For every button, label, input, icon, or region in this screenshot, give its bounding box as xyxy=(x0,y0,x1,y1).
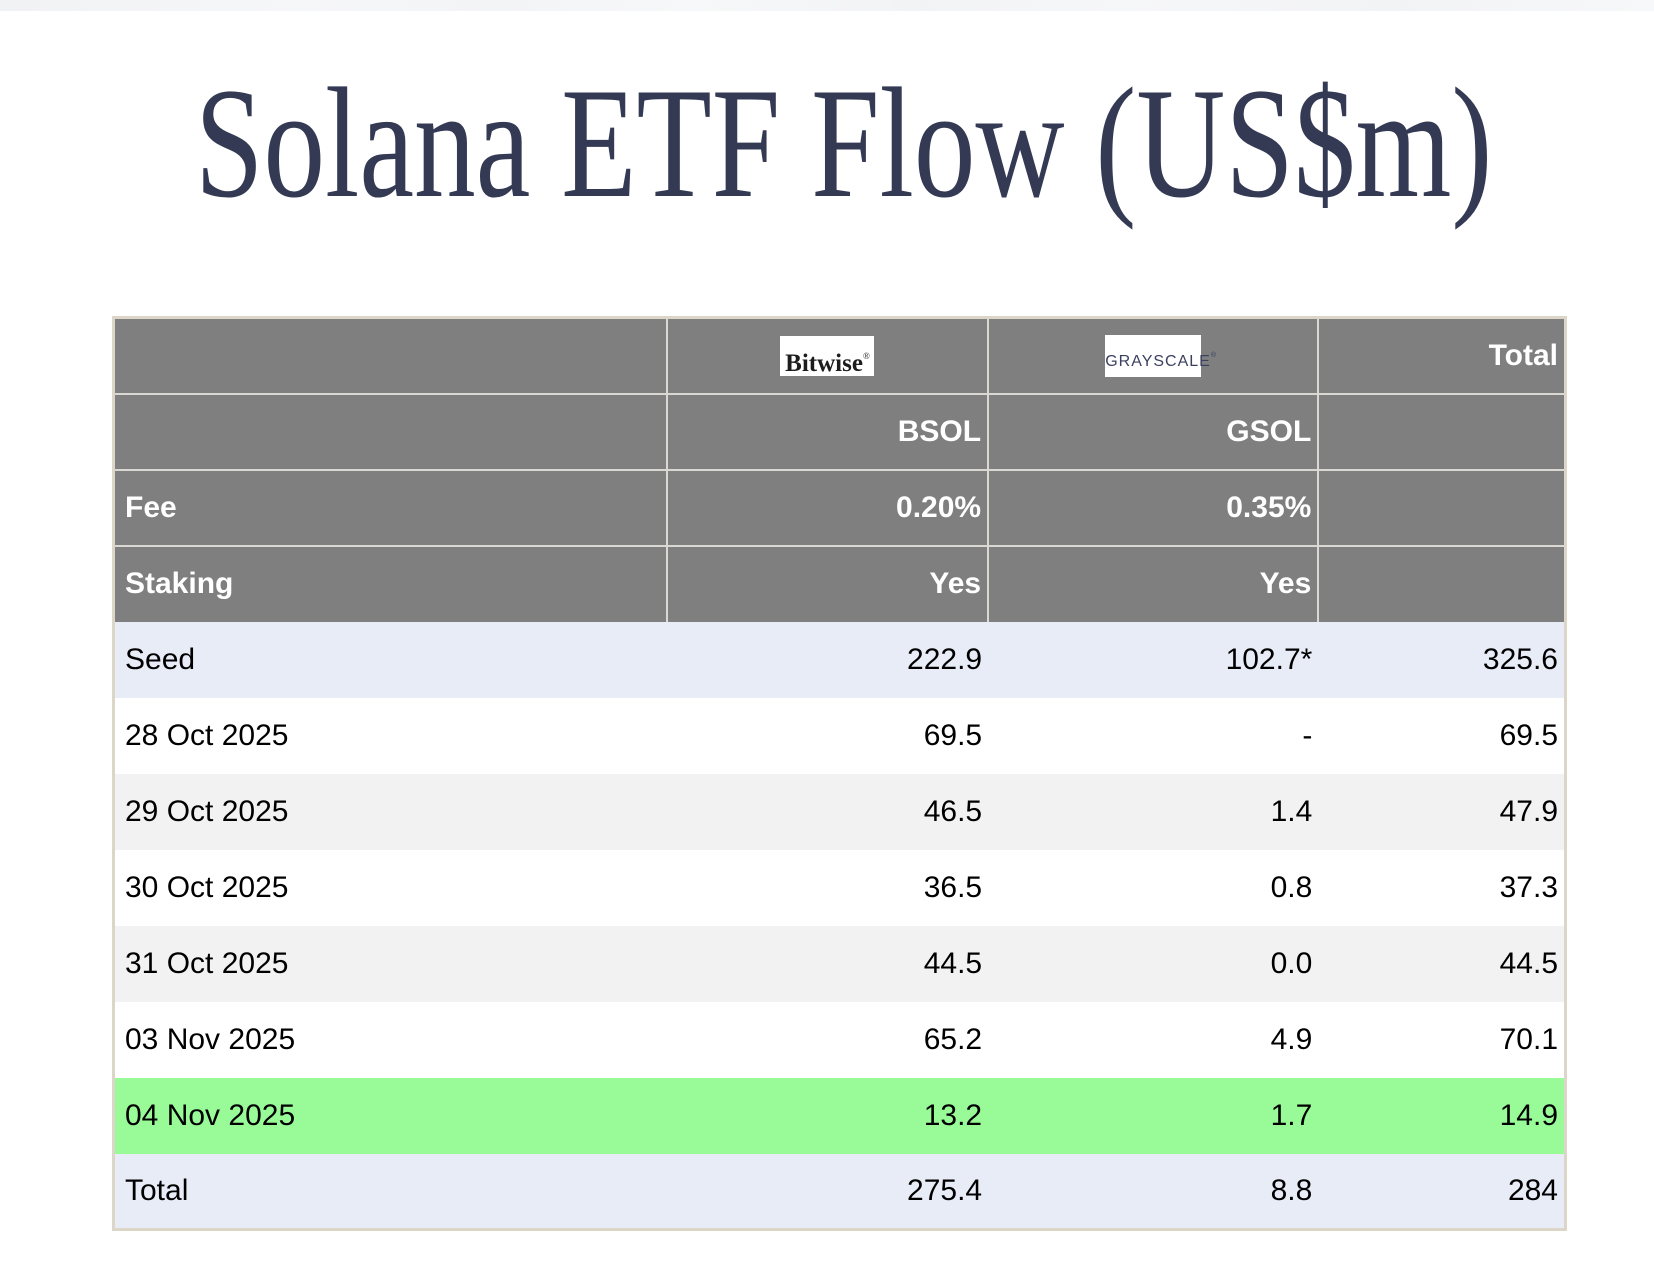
label-value-cell: 03 Nov 2025 xyxy=(113,1001,667,1078)
total-column-header: Total xyxy=(1317,316,1567,395)
bsol-value-cell: 222.9 xyxy=(666,621,989,698)
cropped-top-strip xyxy=(0,0,1654,11)
logo-header-row: Bitwise® GRAYSCALE® Total xyxy=(112,316,1567,395)
table-row: 28 Oct 2025 69.5-69.5 xyxy=(113,697,1566,774)
total-value-cell: 70.1 xyxy=(1318,1001,1566,1078)
label-value-cell: 29 Oct 2025 xyxy=(113,773,667,850)
gsol-value-cell: 1.7 xyxy=(988,1077,1319,1154)
staking-gsol-cell: Yes xyxy=(987,544,1320,622)
total-value-cell: 47.9 xyxy=(1318,773,1566,850)
grayscale-logo-text: GRAYSCALE xyxy=(1105,352,1211,370)
bitwise-logo-cell: Bitwise® xyxy=(665,316,990,395)
bsol-value-cell: 65.2 xyxy=(666,1001,989,1078)
empty-header-cell xyxy=(1317,468,1567,547)
fee-label-cell: Fee xyxy=(112,468,668,547)
table-row: 03 Nov 2025 65.2 4.9 70.1 xyxy=(113,1001,1566,1078)
table-row: 31 Oct 2025 44.5 0.0 44.5 xyxy=(113,925,1566,1002)
empty-header-cell xyxy=(112,316,668,395)
table-row: Total 275.4 8.8 284 xyxy=(113,1153,1566,1230)
bsol-ticker-cell: BSOL xyxy=(665,392,990,471)
grayscale-registered-mark: ® xyxy=(1210,351,1216,359)
fee-gsol-cell: 0.35% xyxy=(987,468,1320,547)
total-value-cell: 325.6 xyxy=(1318,621,1566,698)
total-value-cell: 37.3 xyxy=(1318,849,1566,926)
gsol-value-cell: 1.4 xyxy=(988,773,1319,850)
grayscale-logo: GRAYSCALE® xyxy=(1105,334,1216,377)
empty-header-cell xyxy=(1317,544,1567,622)
gsol-value-cell: 0.0 xyxy=(988,925,1319,1002)
fee-row: Fee 0.20% 0.35% xyxy=(112,468,1567,547)
ticker-header-row: BSOL GSOL xyxy=(112,392,1567,471)
bsol-value-cell: 46.5 xyxy=(666,773,989,850)
staking-bsol-cell: Yes xyxy=(665,544,990,622)
total-value-cell: 14.9 xyxy=(1318,1077,1566,1154)
bsol-value-cell: 44.5 xyxy=(666,925,989,1002)
bitwise-registered-mark: ® xyxy=(862,350,870,361)
label-value-cell: Seed xyxy=(113,621,667,698)
gsol-value-cell: 8.8 xyxy=(988,1153,1319,1230)
total-value-cell: 284 xyxy=(1318,1153,1566,1230)
table-row: 04 Nov 2025 13.2 1.7 14.9 xyxy=(113,1077,1566,1154)
gsol-value-cell: 102.7* xyxy=(988,621,1319,698)
grayscale-logo-cell: GRAYSCALE® xyxy=(987,316,1320,395)
label-value-cell: 31 Oct 2025 xyxy=(113,925,667,1002)
gsol-value-cell: 0.8 xyxy=(988,849,1319,926)
total-value-cell: 69.5 xyxy=(1318,697,1566,774)
gsol-ticker-cell: GSOL xyxy=(987,392,1320,471)
label-value-cell: 28 Oct 2025 xyxy=(113,697,667,774)
table-body: Seed 222.9 102.7* 325.6 28 Oct 2025 69.5-69.5… xyxy=(113,621,1566,1230)
staking-label-cell: Staking xyxy=(112,544,668,622)
bitwise-logo: Bitwise® xyxy=(780,335,875,377)
empty-header-cell xyxy=(112,392,668,471)
bsol-value-cell: 275.4 xyxy=(666,1153,989,1230)
page-title: Solana ETF Flow (US$m) xyxy=(194,56,1493,231)
etf-flow-table: Bitwise® GRAYSCALE® Total BSOL GSOL Fee … xyxy=(112,316,1567,1231)
fee-bsol-cell: 0.20% xyxy=(665,468,990,547)
table-row: 29 Oct 2025 46.5 1.4 47.9 xyxy=(113,773,1566,850)
bsol-value-cell: 13.2 xyxy=(666,1077,989,1154)
staking-row: Staking Yes Yes xyxy=(112,544,1567,622)
empty-header-cell xyxy=(1317,392,1567,471)
bsol-value-cell: 69.5 xyxy=(666,697,989,774)
table-row: 30 Oct 2025 36.5 0.8 37.3 xyxy=(113,849,1566,926)
table-row: Seed 222.9 102.7* 325.6 xyxy=(113,621,1566,698)
label-value-cell: 04 Nov 2025 xyxy=(113,1077,667,1154)
bitwise-logo-text: Bitwise xyxy=(785,349,863,377)
label-value-cell: Total xyxy=(113,1153,667,1230)
table-header: Bitwise® GRAYSCALE® Total BSOL GSOL Fee … xyxy=(112,316,1567,622)
gsol-value-cell: - xyxy=(988,697,1319,774)
gsol-value-cell: 4.9 xyxy=(988,1001,1319,1078)
bsol-value-cell: 36.5 xyxy=(666,849,989,926)
total-value-cell: 44.5 xyxy=(1318,925,1566,1002)
label-value-cell: 30 Oct 2025 xyxy=(113,849,667,926)
